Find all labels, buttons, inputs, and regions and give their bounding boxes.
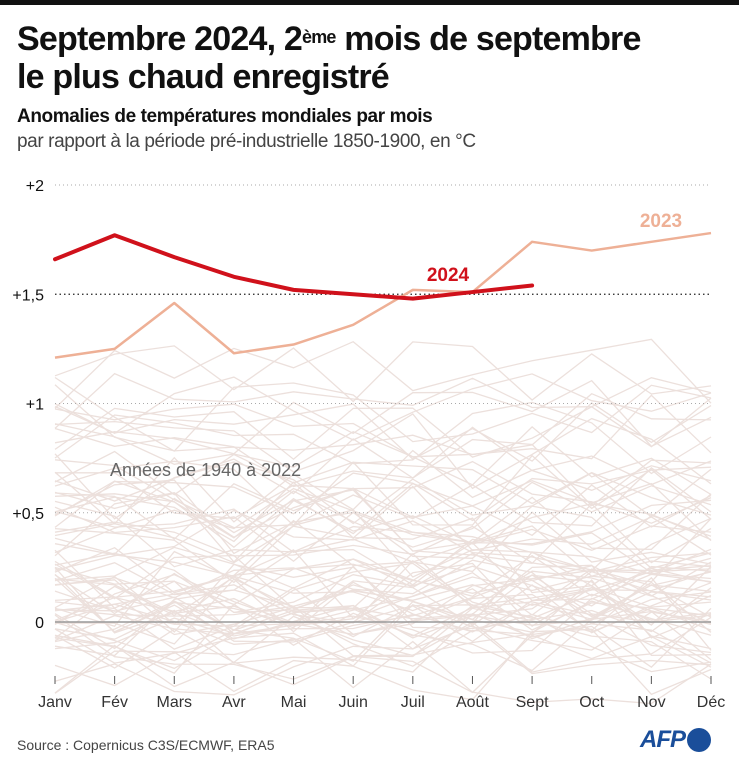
y-tick-label: +2: [26, 178, 44, 195]
x-tick-label: Sept: [516, 694, 549, 711]
background-year-line: [54, 552, 712, 614]
y-tick-label: +0,5: [12, 506, 44, 523]
background-year-line: [54, 615, 712, 673]
y-tick-label: 0: [35, 615, 44, 632]
background-years-lines: [54, 338, 712, 705]
x-tick-label: Avr: [222, 694, 246, 711]
x-tick-label: Juin: [339, 694, 368, 711]
afp-logo: AFP: [640, 726, 711, 754]
background-year-line: [54, 426, 712, 491]
background-year-line: [54, 483, 712, 540]
background-year-line: [54, 603, 712, 674]
chart-title: Septembre 2024, 2ème mois de septembre le…: [17, 20, 641, 96]
background-year-line: [54, 579, 712, 657]
x-tick-label: Juil: [401, 694, 425, 711]
x-tick-label: Fév: [101, 694, 128, 711]
top-bar: [0, 0, 739, 5]
background-year-line: [54, 372, 712, 429]
background-year-line: [54, 397, 712, 461]
background-year-line: [54, 570, 712, 643]
background-year-line: [54, 489, 712, 564]
y-tick-label: +1,5: [12, 287, 44, 304]
x-tick-label: Nov: [637, 694, 665, 711]
x-tick-label: Janv: [38, 694, 72, 711]
background-year-line: [54, 542, 712, 609]
background-year-line: [54, 573, 712, 634]
series-2024-line: [53, 233, 535, 301]
background-year-line: [54, 607, 712, 680]
background-year-line: [54, 609, 712, 673]
background-year-line: [54, 543, 712, 620]
x-tick-label: Mai: [281, 694, 307, 711]
background-year-line: [54, 341, 712, 403]
background-year-line: [54, 517, 712, 594]
x-tick-label: Oct: [579, 694, 604, 711]
background-year-line: [54, 423, 712, 496]
background-year-line: [54, 605, 712, 673]
series-lines: [53, 231, 712, 359]
background-year-line: [54, 450, 712, 526]
background-year-line: [54, 453, 712, 525]
series-2023-label: 2023: [640, 211, 682, 232]
background-year-line: [54, 449, 712, 525]
x-tick-label: Mars: [156, 694, 192, 711]
background-year-line: [54, 394, 712, 460]
background-year-line: [54, 603, 712, 667]
background-year-line: [54, 560, 712, 635]
gridlines: [55, 184, 711, 623]
background-year-line: [54, 338, 712, 409]
background-year-line: [54, 637, 712, 705]
background-year-line: [54, 402, 712, 462]
x-tick-label: Déc: [697, 694, 725, 711]
background-year-line: [54, 401, 712, 475]
background-year-line: [54, 487, 712, 554]
x-tick-label: Août: [456, 694, 489, 711]
background-year-line: [54, 574, 712, 623]
background-year-line: [54, 466, 712, 528]
background-year-line: [54, 480, 712, 548]
background-year-line: [54, 500, 712, 572]
background-year-line: [54, 480, 712, 549]
background-year-line: [54, 460, 712, 527]
afp-logo-text: AFP: [640, 726, 686, 753]
background-year-line: [54, 546, 712, 598]
background-years-label: Années de 1940 à 2022: [110, 460, 301, 480]
afp-logo-dot-icon: [687, 728, 711, 752]
background-year-line: [54, 373, 712, 441]
background-year-line: [54, 459, 712, 529]
series-2023-line: [54, 231, 712, 359]
background-year-line: [54, 563, 712, 633]
chart-labels: 0 +0,5 +1 +1,5 +2 2024 2023 Années de 1940 à 20…: [12, 178, 682, 632]
background-year-line: [54, 521, 712, 573]
series-2024-label: 2024: [427, 265, 470, 286]
y-tick-label: +1: [26, 397, 44, 414]
source-note: Source : Copernicus C3S/ECMWF, ERA5: [17, 737, 275, 753]
background-year-line: [54, 508, 712, 573]
background-year-line: [54, 376, 712, 452]
chart-subtitle-units: par rapport à la période pré-industriell…: [17, 131, 476, 152]
x-axis: Janv Fév Mars Avr Mai Juin Juil Août Sept Oct Nov D…: [38, 676, 725, 711]
background-year-line: [55, 460, 712, 524]
chart-subtitle: Anomalies de températures mondiales par …: [17, 106, 433, 127]
background-year-line: [54, 550, 712, 627]
background-year-line: [54, 634, 712, 694]
background-year-line: [54, 379, 712, 455]
